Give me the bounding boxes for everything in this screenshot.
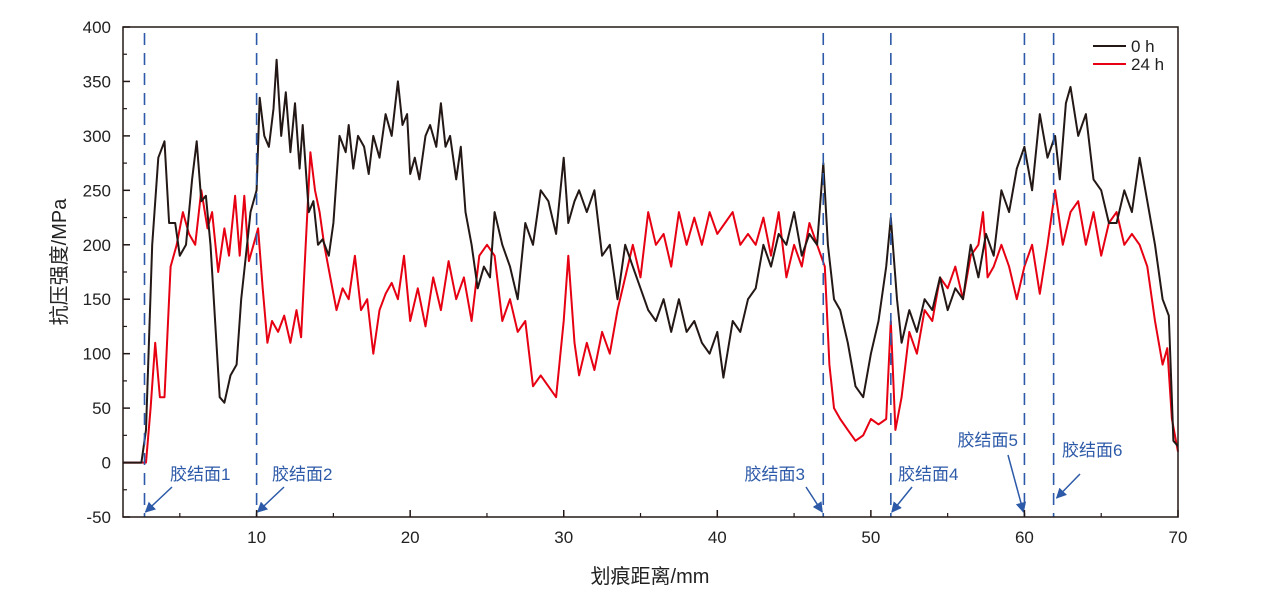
- interface-lines: [143, 33, 1055, 517]
- interface-arrow-icon: [805, 486, 823, 513]
- interface-arrow-icon: [1007, 454, 1027, 514]
- y-tick-label: 400: [83, 18, 111, 37]
- plot-series: [123, 58, 1179, 464]
- x-tick-label: 60: [1015, 528, 1034, 547]
- x-axis-label: 划痕距离/mm: [591, 565, 710, 588]
- x-tick-label: 30: [554, 528, 573, 547]
- series-line-0h: [123, 58, 1179, 464]
- interface-label: 胶结面4: [898, 465, 958, 484]
- x-tick-label: 70: [1169, 528, 1188, 547]
- axes: 10 20 30 40 50 60 70 -50 0 50 100 150 200 250 300 350 40…: [83, 18, 1188, 547]
- interface-label: 胶结面2: [272, 465, 332, 484]
- legend-label-24h: 24 h: [1131, 55, 1164, 74]
- interface-arrow-icon: [1055, 473, 1081, 499]
- x-tick-label: 50: [861, 528, 880, 547]
- interface-arrow-icon: [144, 486, 173, 513]
- y-tick-label: 300: [83, 127, 111, 146]
- y-tick-label: -50: [86, 508, 111, 527]
- legend: 0 h 24 h: [1093, 37, 1164, 74]
- interface-label: 胶结面3: [745, 465, 805, 484]
- y-tick-label: 250: [83, 181, 111, 200]
- y-tick-label: 0: [102, 454, 111, 473]
- x-tick-label: 20: [401, 528, 420, 547]
- legend-label-0h: 0 h: [1131, 37, 1155, 56]
- interface-label: 胶结面1: [170, 465, 230, 484]
- series-line-24h: [123, 151, 1179, 464]
- interface-label: 胶结面6: [1062, 441, 1122, 460]
- y-tick-label: 150: [83, 290, 111, 309]
- interface-arrow-icon: [891, 486, 913, 513]
- interface-arrow-icon: [256, 486, 285, 513]
- interface-label: 胶结面5: [958, 431, 1018, 450]
- y-tick-label: 200: [83, 236, 111, 255]
- x-tick-label: 40: [708, 528, 727, 547]
- y-tick-label: 50: [92, 399, 111, 418]
- y-tick-label: 100: [83, 345, 111, 364]
- plot-frame: [122, 26, 1179, 518]
- y-tick-label: 350: [83, 72, 111, 91]
- y-axis-label: 抗压强度/MPa: [48, 198, 71, 326]
- x-tick-label: 10: [247, 528, 266, 547]
